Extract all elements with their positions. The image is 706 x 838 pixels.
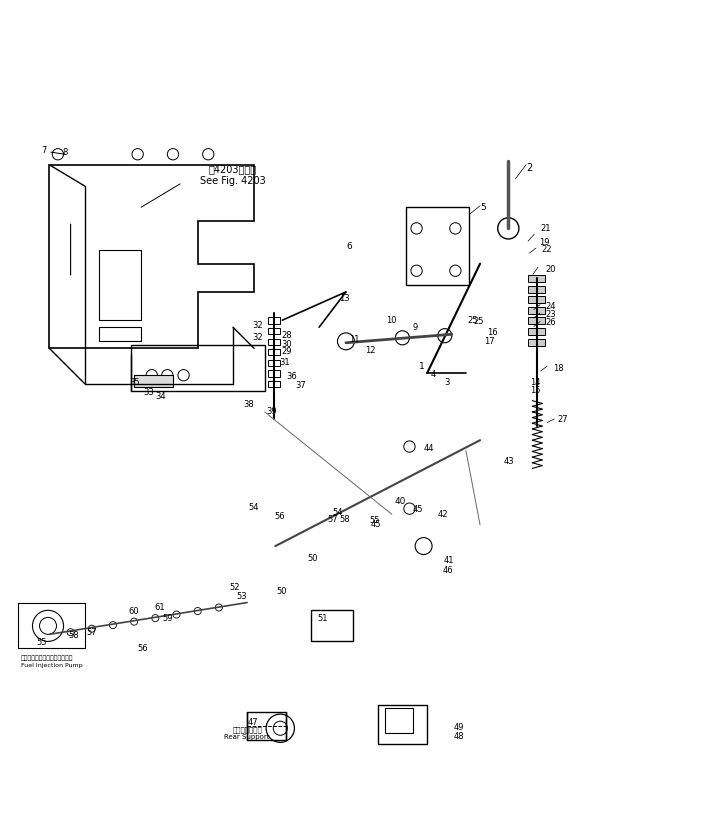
Text: 38: 38 <box>244 401 254 410</box>
Bar <box>528 275 545 282</box>
Text: 22: 22 <box>542 245 552 254</box>
Bar <box>528 296 545 303</box>
Text: 26: 26 <box>545 318 556 328</box>
Bar <box>134 375 173 387</box>
Text: 5: 5 <box>480 203 486 212</box>
Text: 45: 45 <box>371 520 381 530</box>
Text: 60: 60 <box>128 607 139 616</box>
Text: 9: 9 <box>412 323 417 332</box>
Text: 18: 18 <box>553 364 563 373</box>
Text: 6: 6 <box>346 241 352 251</box>
Text: 25: 25 <box>467 316 478 324</box>
Text: 40: 40 <box>395 497 406 506</box>
Text: 35: 35 <box>129 378 140 387</box>
Text: 第4203図参照
See Fig. 4203: 第4203図参照 See Fig. 4203 <box>200 164 266 186</box>
Text: リヤーサポート
Rear Support: リヤーサポート Rear Support <box>225 726 270 740</box>
Text: 31: 31 <box>280 358 290 367</box>
Bar <box>528 286 545 292</box>
Text: 12: 12 <box>365 346 375 355</box>
Text: 17: 17 <box>484 337 495 346</box>
Text: 14: 14 <box>530 378 541 387</box>
Bar <box>406 207 469 285</box>
Text: 54: 54 <box>248 504 258 513</box>
Text: 44: 44 <box>424 444 434 453</box>
Text: 58: 58 <box>339 515 349 524</box>
Text: 7: 7 <box>42 146 47 155</box>
Text: 47: 47 <box>248 718 258 727</box>
Text: 24: 24 <box>545 302 556 311</box>
Bar <box>268 318 280 323</box>
Text: 56: 56 <box>274 512 285 521</box>
Bar <box>385 708 413 733</box>
Bar <box>268 349 280 355</box>
Bar <box>528 307 545 313</box>
Text: 55: 55 <box>369 516 379 525</box>
Bar <box>528 328 545 335</box>
Text: 61: 61 <box>154 603 164 612</box>
Text: 49: 49 <box>454 723 465 732</box>
Text: 13: 13 <box>339 294 349 303</box>
Text: 37: 37 <box>295 380 306 390</box>
Text: 57: 57 <box>86 628 97 637</box>
Text: フェルインジェクションポンプ: フェルインジェクションポンプ <box>21 655 73 661</box>
Bar <box>268 328 280 334</box>
Text: Fuel Injection Pump: Fuel Injection Pump <box>21 663 83 668</box>
Bar <box>311 609 353 641</box>
Text: 4: 4 <box>431 370 436 379</box>
Text: 10: 10 <box>387 316 397 324</box>
Text: 58: 58 <box>68 631 79 640</box>
Bar <box>528 339 545 345</box>
Text: 19: 19 <box>539 238 549 247</box>
Text: 48: 48 <box>454 732 465 741</box>
Bar <box>528 318 545 324</box>
Text: 33: 33 <box>143 388 154 397</box>
Text: 55: 55 <box>37 639 47 647</box>
Text: 34: 34 <box>155 392 166 401</box>
Text: 29: 29 <box>282 348 292 356</box>
Bar <box>268 370 280 376</box>
Text: 51: 51 <box>318 613 328 623</box>
Text: 27: 27 <box>558 415 568 423</box>
Text: 3: 3 <box>445 378 450 387</box>
Text: 32: 32 <box>252 334 263 342</box>
Text: 32: 32 <box>252 321 263 329</box>
Text: 23: 23 <box>545 310 556 319</box>
Text: 20: 20 <box>545 265 556 274</box>
Text: 1: 1 <box>419 361 425 370</box>
Text: 50: 50 <box>307 554 318 563</box>
Text: 2: 2 <box>526 163 532 173</box>
Text: 8: 8 <box>62 148 68 158</box>
Bar <box>268 381 280 387</box>
Text: 50: 50 <box>277 587 287 596</box>
Text: 16: 16 <box>487 328 498 338</box>
Bar <box>18 603 85 649</box>
Bar <box>247 712 286 740</box>
Text: 42: 42 <box>438 510 448 519</box>
Text: 36: 36 <box>286 372 297 381</box>
Text: 43: 43 <box>504 457 515 466</box>
Text: 45: 45 <box>413 504 424 514</box>
Bar <box>131 345 265 391</box>
Text: 54: 54 <box>333 509 343 517</box>
Text: 28: 28 <box>282 331 292 340</box>
Text: 25: 25 <box>473 317 484 326</box>
Bar <box>268 339 280 345</box>
Text: 52: 52 <box>229 582 240 592</box>
Text: 53: 53 <box>237 592 247 602</box>
Bar <box>378 705 427 744</box>
Text: 57: 57 <box>328 515 338 524</box>
Text: 41: 41 <box>443 556 454 565</box>
Text: 59: 59 <box>162 613 173 623</box>
Text: 56: 56 <box>138 644 148 653</box>
Text: 46: 46 <box>443 566 453 575</box>
Bar <box>99 250 141 320</box>
Text: 21: 21 <box>540 224 551 233</box>
Text: 30: 30 <box>282 340 292 349</box>
Text: 39: 39 <box>266 407 277 416</box>
Text: 11: 11 <box>349 334 360 344</box>
Bar <box>268 360 280 366</box>
Bar <box>99 327 141 341</box>
Text: 15: 15 <box>530 386 541 396</box>
